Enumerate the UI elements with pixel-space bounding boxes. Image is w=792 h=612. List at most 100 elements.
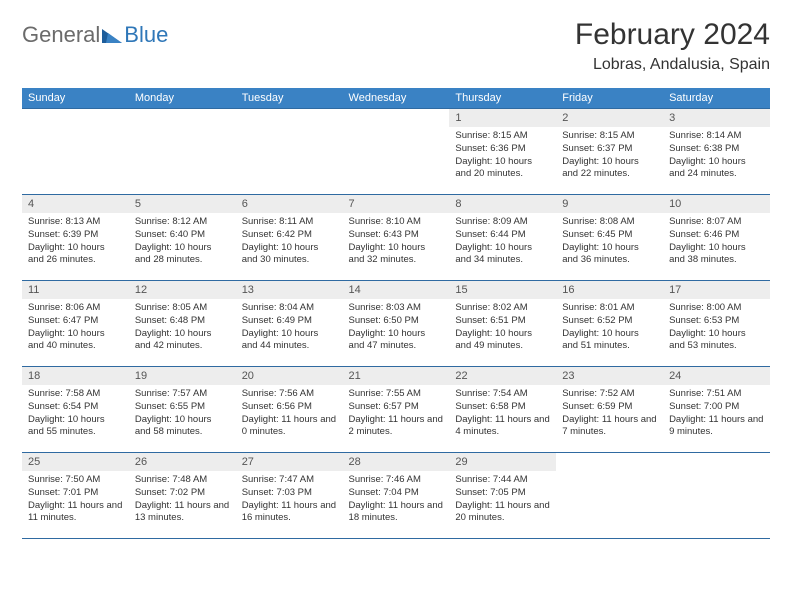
day-body: Sunrise: 7:56 AMSunset: 6:56 PMDaylight:…: [236, 385, 343, 445]
sunset-text: Sunset: 6:39 PM: [28, 229, 123, 242]
day-number: 29: [449, 453, 556, 471]
week-row: 1Sunrise: 8:15 AMSunset: 6:36 PMDaylight…: [22, 109, 770, 195]
logo-triangle-icon: [102, 25, 122, 46]
sunset-text: Sunset: 6:53 PM: [669, 315, 764, 328]
sunrise-text: Sunrise: 8:01 AM: [562, 302, 657, 315]
day-cell: 8Sunrise: 8:09 AMSunset: 6:44 PMDaylight…: [449, 195, 556, 281]
day-number: 24: [663, 367, 770, 385]
day-cell: 4Sunrise: 8:13 AMSunset: 6:39 PMDaylight…: [22, 195, 129, 281]
sunset-text: Sunset: 6:52 PM: [562, 315, 657, 328]
sunrise-text: Sunrise: 8:15 AM: [562, 130, 657, 143]
dayname-mon: Monday: [129, 88, 236, 109]
day-number: 18: [22, 367, 129, 385]
day-body: Sunrise: 7:52 AMSunset: 6:59 PMDaylight:…: [556, 385, 663, 445]
sunrise-text: Sunrise: 8:05 AM: [135, 302, 230, 315]
logo-text-general: General: [22, 22, 100, 48]
dayname-sat: Saturday: [663, 88, 770, 109]
day-cell: 10Sunrise: 8:07 AMSunset: 6:46 PMDayligh…: [663, 195, 770, 281]
day-number: 14: [343, 281, 450, 299]
day-number: 27: [236, 453, 343, 471]
sunrise-text: Sunrise: 8:06 AM: [28, 302, 123, 315]
day-number: 26: [129, 453, 236, 471]
daylight-text: Daylight: 11 hours and 4 minutes.: [455, 414, 550, 440]
day-cell: [556, 453, 663, 539]
day-number: 7: [343, 195, 450, 213]
sunrise-text: Sunrise: 8:08 AM: [562, 216, 657, 229]
day-body: Sunrise: 7:58 AMSunset: 6:54 PMDaylight:…: [22, 385, 129, 445]
daylight-text: Daylight: 10 hours and 28 minutes.: [135, 242, 230, 268]
day-body: Sunrise: 7:57 AMSunset: 6:55 PMDaylight:…: [129, 385, 236, 445]
sunrise-text: Sunrise: 7:51 AM: [669, 388, 764, 401]
sunrise-text: Sunrise: 8:11 AM: [242, 216, 337, 229]
daylight-text: Daylight: 10 hours and 22 minutes.: [562, 156, 657, 182]
sunset-text: Sunset: 6:59 PM: [562, 401, 657, 414]
week-row: 25Sunrise: 7:50 AMSunset: 7:01 PMDayligh…: [22, 453, 770, 539]
daylight-text: Daylight: 10 hours and 34 minutes.: [455, 242, 550, 268]
day-number: 20: [236, 367, 343, 385]
day-number: 23: [556, 367, 663, 385]
sunrise-text: Sunrise: 8:09 AM: [455, 216, 550, 229]
day-number: 8: [449, 195, 556, 213]
sunset-text: Sunset: 6:37 PM: [562, 143, 657, 156]
sunset-text: Sunset: 6:54 PM: [28, 401, 123, 414]
day-cell: 5Sunrise: 8:12 AMSunset: 6:40 PMDaylight…: [129, 195, 236, 281]
daylight-text: Daylight: 10 hours and 24 minutes.: [669, 156, 764, 182]
day-number: 16: [556, 281, 663, 299]
sunset-text: Sunset: 6:47 PM: [28, 315, 123, 328]
week-row: 11 Sunrise: 8:06 AMSunset: 6:47 PM Dayligh…: [22, 281, 770, 367]
daylight-text: Daylight: 11 hours and 16 minutes.: [242, 500, 337, 526]
day-cell: [663, 453, 770, 539]
daylight-text: Daylight: 10 hours and 49 minutes.: [455, 328, 550, 354]
dayname-row: Sunday Monday Tuesday Wednesday Thursday…: [22, 88, 770, 109]
day-number: 15: [449, 281, 556, 299]
sunset-text: Sunset: 7:04 PM: [349, 487, 444, 500]
day-number: 2: [556, 109, 663, 127]
sunrise-text: Sunrise: 8:07 AM: [669, 216, 764, 229]
day-body: Sunrise: 8:09 AMSunset: 6:44 PMDaylight:…: [449, 213, 556, 273]
day-cell: 9Sunrise: 8:08 AMSunset: 6:45 PMDaylight…: [556, 195, 663, 281]
daylight-text: Daylight: 10 hours and 42 minutes.: [135, 328, 230, 354]
dayname-fri: Friday: [556, 88, 663, 109]
sunset-text: Sunset: 6:56 PM: [242, 401, 337, 414]
daylight-text: Daylight: 11 hours and 9 minutes.: [669, 414, 764, 440]
day-body: Sunrise: 7:55 AMSunset: 6:57 PMDaylight:…: [343, 385, 450, 445]
sunrise-text: Sunrise: 7:54 AM: [455, 388, 550, 401]
day-number: 11: [22, 281, 129, 299]
daylight-text: Daylight: 10 hours and 38 minutes.: [669, 242, 764, 268]
day-number: 9: [556, 195, 663, 213]
sunrise-text: Sunrise: 7:48 AM: [135, 474, 230, 487]
day-cell: 16Sunrise: 8:01 AMSunset: 6:52 PMDayligh…: [556, 281, 663, 367]
day-body: Sunrise: 8:13 AMSunset: 6:39 PMDaylight:…: [22, 213, 129, 273]
day-cell: 3Sunrise: 8:14 AMSunset: 6:38 PMDaylight…: [663, 109, 770, 195]
sunset-text: Sunset: 6:43 PM: [349, 229, 444, 242]
day-cell: 25Sunrise: 7:50 AMSunset: 7:01 PMDayligh…: [22, 453, 129, 539]
day-cell: [22, 109, 129, 195]
sunrise-text: Sunrise: 7:55 AM: [349, 388, 444, 401]
day-number: 25: [22, 453, 129, 471]
daylight-text: Daylight: 11 hours and 11 minutes.: [28, 500, 123, 526]
day-body: Sunrise: 7:50 AMSunset: 7:01 PMDaylight:…: [22, 471, 129, 531]
week-row: 4Sunrise: 8:13 AMSunset: 6:39 PMDaylight…: [22, 195, 770, 281]
daylight-text: Daylight: 10 hours and 20 minutes.: [455, 156, 550, 182]
day-cell: 20Sunrise: 7:56 AMSunset: 6:56 PMDayligh…: [236, 367, 343, 453]
week-row: 18Sunrise: 7:58 AMSunset: 6:54 PMDayligh…: [22, 367, 770, 453]
sunrise-text: Sunrise: 8:10 AM: [349, 216, 444, 229]
daylight-text: Daylight: 11 hours and 0 minutes.: [242, 414, 337, 440]
day-cell: 26Sunrise: 7:48 AMSunset: 7:02 PMDayligh…: [129, 453, 236, 539]
dayname-sun: Sunday: [22, 88, 129, 109]
calendar-body: 1Sunrise: 8:15 AMSunset: 6:36 PMDaylight…: [22, 109, 770, 539]
sunset-text: Sunset: 6:40 PM: [135, 229, 230, 242]
day-body: Sunrise: 7:48 AMSunset: 7:02 PMDaylight:…: [129, 471, 236, 531]
sunset-text: Sunset: 6:42 PM: [242, 229, 337, 242]
day-body: Sunrise: 8:14 AMSunset: 6:38 PMDaylight:…: [663, 127, 770, 187]
day-number: 19: [129, 367, 236, 385]
sunrise-text: Sunrise: 7:46 AM: [349, 474, 444, 487]
day-cell: 19Sunrise: 7:57 AMSunset: 6:55 PMDayligh…: [129, 367, 236, 453]
day-body: Sunrise: 8:15 AMSunset: 6:37 PMDaylight:…: [556, 127, 663, 187]
day-body: Sunrise: 7:54 AMSunset: 6:58 PMDaylight:…: [449, 385, 556, 445]
day-cell: 21Sunrise: 7:55 AMSunset: 6:57 PMDayligh…: [343, 367, 450, 453]
daylight-text: Daylight: 10 hours and 58 minutes.: [135, 414, 230, 440]
sunrise-text: Sunrise: 8:13 AM: [28, 216, 123, 229]
day-number: 21: [343, 367, 450, 385]
day-body: Sunrise: 8:11 AMSunset: 6:42 PMDaylight:…: [236, 213, 343, 273]
